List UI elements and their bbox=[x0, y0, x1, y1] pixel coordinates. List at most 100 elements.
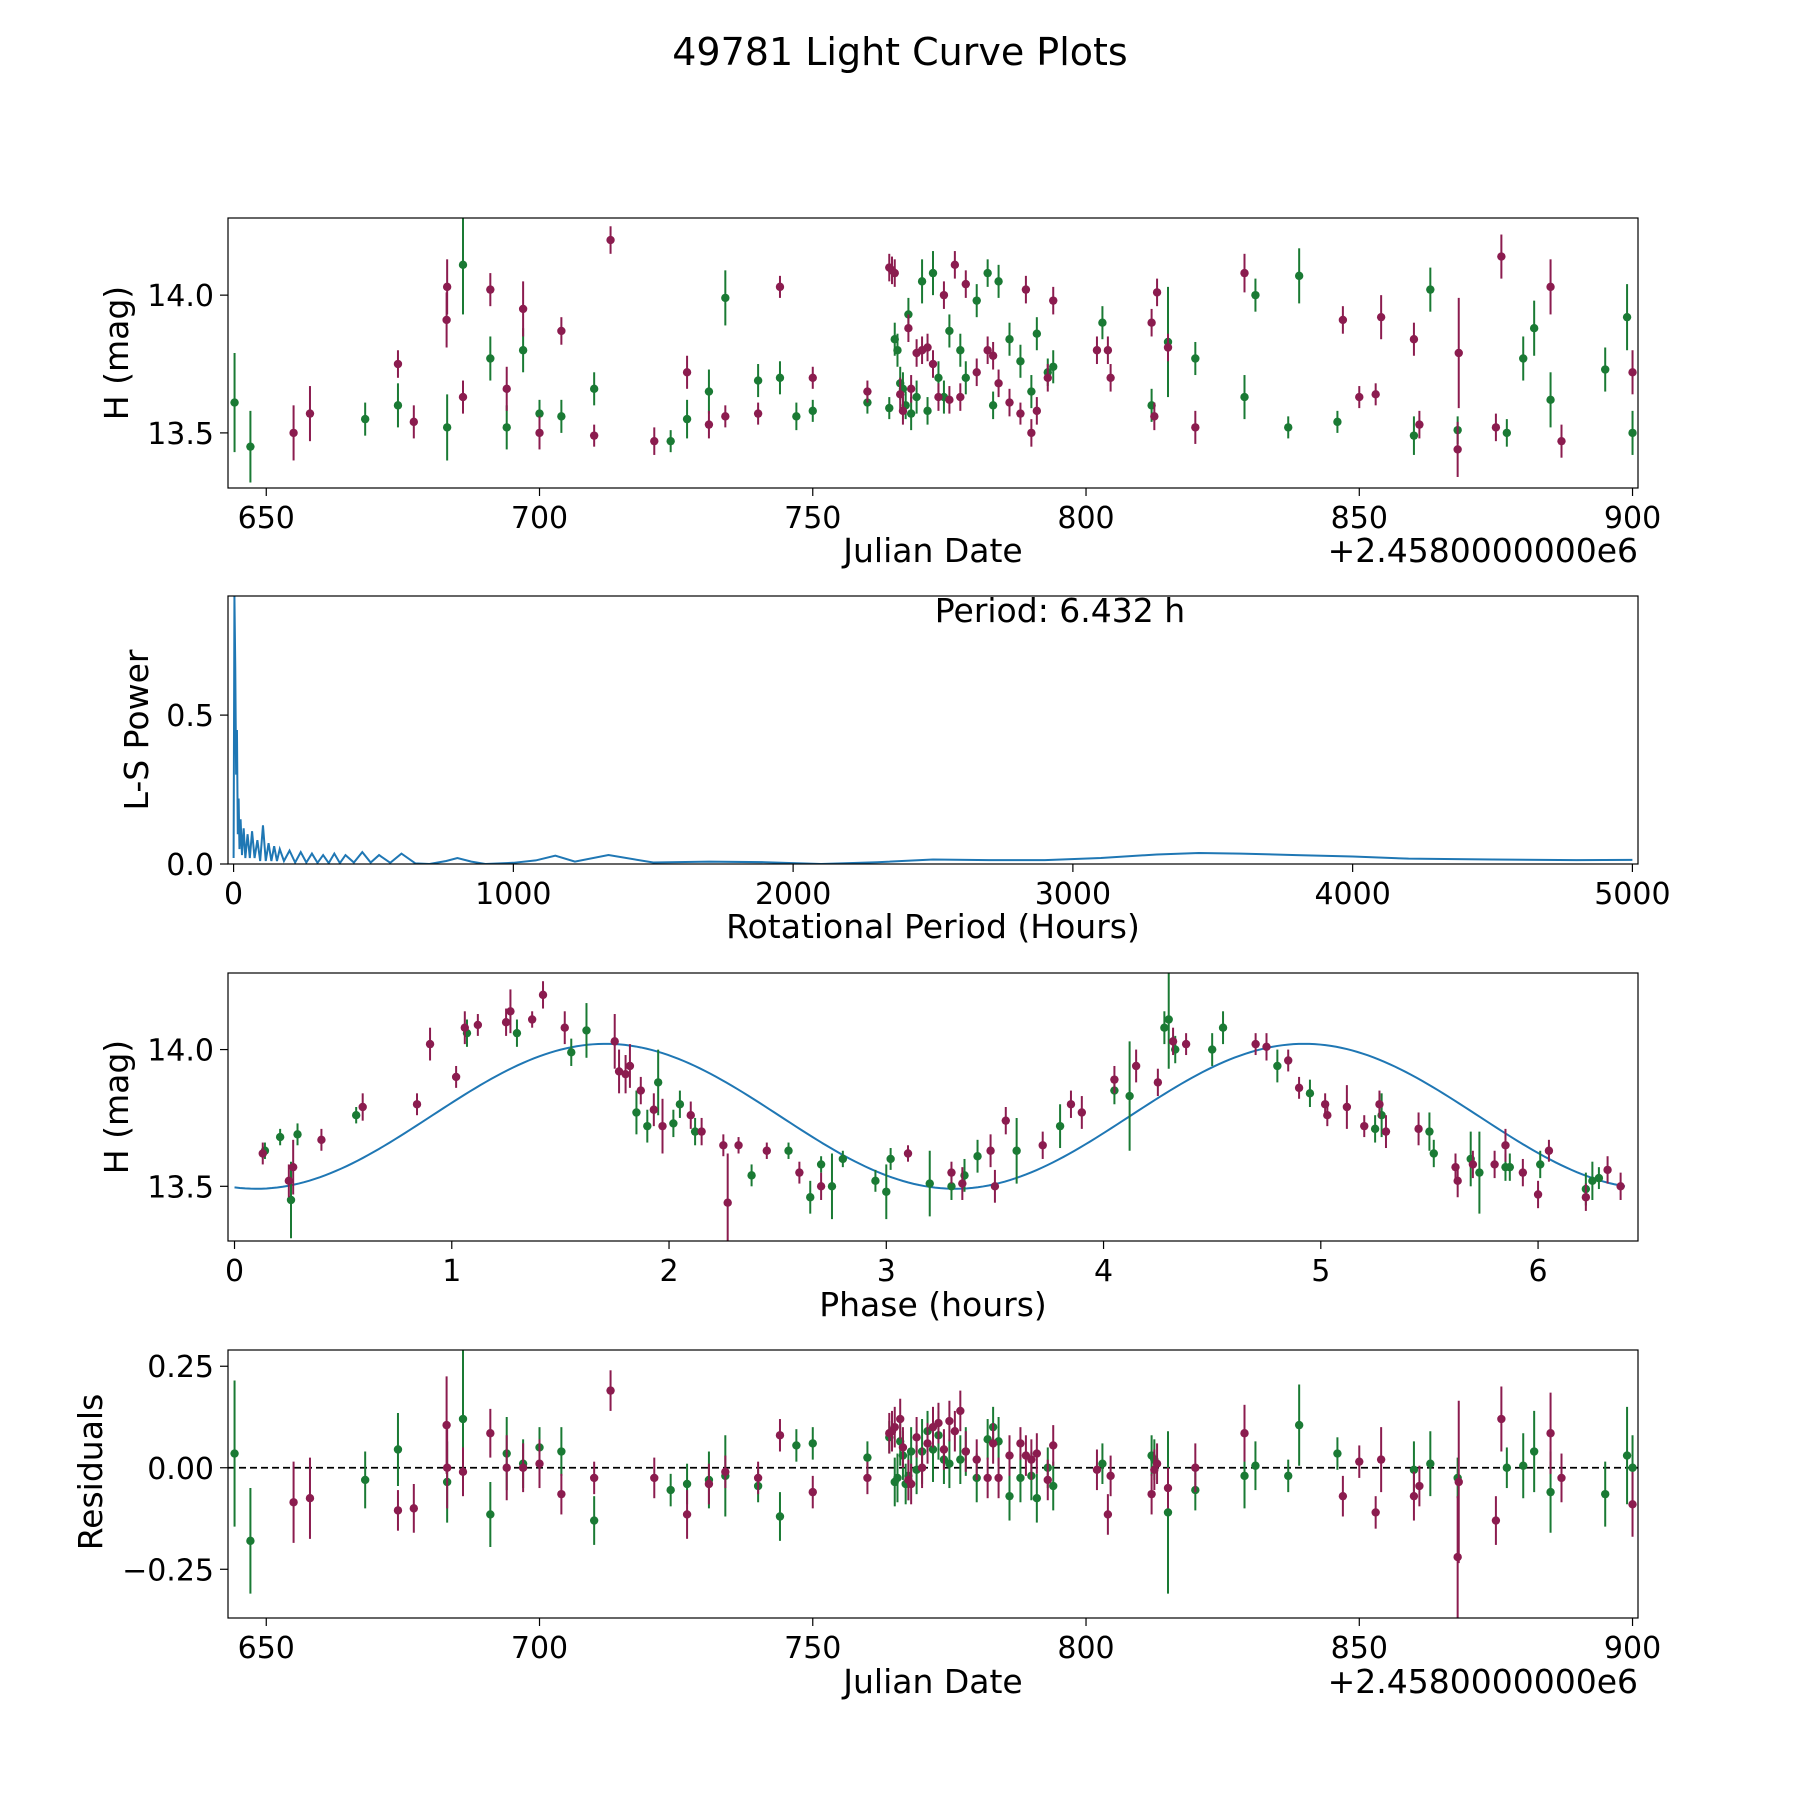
residuals-point-green bbox=[863, 1453, 872, 1462]
residuals-point-magenta bbox=[502, 1463, 511, 1472]
residuals-point-green bbox=[1098, 1459, 1107, 1468]
phase-plot-frame bbox=[227, 972, 1639, 1242]
residuals-point-magenta bbox=[1005, 1451, 1014, 1460]
phase-point-magenta bbox=[986, 1146, 995, 1155]
raw-xtick-label: 800 bbox=[1057, 501, 1114, 536]
phase-point-magenta bbox=[1038, 1141, 1047, 1150]
raw-point-green bbox=[945, 326, 954, 336]
phase-y-axis-label: H (mag) bbox=[97, 1040, 136, 1174]
raw-point-green bbox=[1622, 312, 1632, 322]
residuals-point-magenta bbox=[1027, 1455, 1036, 1464]
phase-point-magenta bbox=[649, 1105, 659, 1114]
residuals-point-magenta bbox=[1103, 1510, 1113, 1519]
raw-point-green bbox=[775, 373, 785, 382]
raw-xtick-label: 700 bbox=[511, 501, 568, 536]
residuals-point-green bbox=[1529, 1447, 1539, 1456]
raw-point-green bbox=[961, 373, 970, 382]
residuals-point-magenta bbox=[808, 1487, 817, 1497]
raw-point-magenta bbox=[1092, 346, 1102, 355]
phase-point-green bbox=[1588, 1176, 1597, 1186]
residuals-point-magenta bbox=[890, 1422, 899, 1432]
raw-point-green bbox=[704, 387, 714, 396]
phase-point-green bbox=[1305, 1089, 1315, 1098]
raw-point-magenta bbox=[1628, 368, 1637, 377]
residuals-point-magenta bbox=[606, 1386, 615, 1395]
raw-point-green bbox=[1333, 417, 1342, 427]
phase-point-green bbox=[669, 1119, 678, 1128]
raw-point-magenta bbox=[1163, 343, 1173, 352]
phase-point-green bbox=[1125, 1091, 1134, 1101]
residuals-point-magenta bbox=[950, 1427, 960, 1436]
raw-point-green bbox=[906, 409, 916, 418]
raw-point-magenta bbox=[904, 324, 913, 333]
phase-ytick-label: 13.5 bbox=[147, 1170, 214, 1205]
raw-point-magenta bbox=[518, 304, 528, 314]
residuals-point-magenta bbox=[486, 1429, 495, 1438]
raw-point-magenta bbox=[650, 436, 659, 446]
raw-point-green bbox=[1426, 285, 1435, 294]
phase-marks bbox=[234, 973, 1626, 1241]
residuals-point-green bbox=[1005, 1491, 1014, 1501]
phase-point-magenta bbox=[317, 1135, 326, 1145]
phase-point-magenta bbox=[1616, 1182, 1625, 1191]
phase-point-green bbox=[882, 1187, 891, 1196]
raw-point-green bbox=[393, 401, 403, 410]
phase-point-magenta bbox=[734, 1141, 743, 1150]
phase-point-magenta bbox=[947, 1168, 956, 1177]
raw-point-magenta bbox=[1016, 409, 1025, 418]
phase-point-magenta bbox=[1414, 1124, 1423, 1134]
raw-point-green bbox=[917, 277, 927, 286]
phase-point-magenta bbox=[1066, 1100, 1076, 1109]
periodogram-marks bbox=[232, 596, 1633, 864]
raw-point-green bbox=[983, 268, 992, 278]
raw-point-magenta bbox=[934, 392, 943, 402]
phase-point-magenta bbox=[795, 1168, 804, 1177]
residuals-plot-frame bbox=[227, 1349, 1639, 1619]
raw-point-magenta bbox=[535, 428, 544, 438]
phase-point-green bbox=[1475, 1168, 1484, 1177]
raw-point-magenta bbox=[1371, 390, 1380, 399]
periodogram-xtick-label: 2000 bbox=[755, 877, 831, 912]
phase-point-magenta bbox=[762, 1146, 771, 1155]
phase-point-magenta bbox=[816, 1182, 826, 1191]
residuals-point-magenta bbox=[898, 1443, 908, 1452]
residuals-marks bbox=[228, 1350, 1638, 1618]
residuals-point-magenta bbox=[863, 1473, 872, 1483]
raw-point-green bbox=[1251, 290, 1260, 300]
figure-title: 49781 Light Curve Plots bbox=[672, 30, 1127, 74]
raw-point-magenta bbox=[1497, 252, 1506, 261]
raw-point-magenta bbox=[458, 392, 468, 402]
phase-xtick-label: 1 bbox=[442, 1254, 461, 1289]
phase-xtick-label: 0 bbox=[225, 1254, 244, 1289]
periodogram-xtick-label: 4000 bbox=[1314, 877, 1390, 912]
phase-point-magenta bbox=[1603, 1165, 1612, 1175]
raw-point-magenta bbox=[409, 417, 419, 427]
raw-point-green bbox=[721, 293, 730, 303]
residuals-point-green bbox=[1294, 1420, 1304, 1430]
raw-ticks: 650 700 750 800 850 900 13.5 14.0 bbox=[147, 279, 1661, 536]
residuals-point-green bbox=[589, 1516, 599, 1525]
phase-point-magenta bbox=[1490, 1160, 1499, 1169]
residuals-point-magenta bbox=[1453, 1552, 1462, 1562]
raw-point-magenta bbox=[994, 379, 1003, 388]
residuals-point-green bbox=[458, 1414, 468, 1424]
phase-point-green bbox=[838, 1154, 848, 1164]
periodogram-plot-frame bbox=[227, 595, 1639, 865]
raw-point-magenta bbox=[393, 359, 403, 369]
raw-point-magenta bbox=[1415, 420, 1424, 429]
raw-point-green bbox=[360, 414, 370, 424]
raw-point-green bbox=[934, 373, 943, 382]
phase-point-magenta bbox=[506, 1007, 515, 1016]
residuals-point-magenta bbox=[1338, 1491, 1348, 1501]
raw-point-magenta bbox=[1546, 282, 1555, 292]
raw-point-green bbox=[1294, 271, 1304, 281]
residuals-xtick-label: 900 bbox=[1604, 1631, 1661, 1666]
phase-point-magenta bbox=[358, 1102, 367, 1112]
residuals-point-magenta bbox=[912, 1433, 921, 1442]
residuals-point-magenta bbox=[896, 1414, 905, 1424]
residuals-point-magenta bbox=[1491, 1516, 1501, 1525]
residuals-point-green bbox=[945, 1459, 954, 1468]
phase-point-magenta bbox=[1294, 1083, 1304, 1093]
raw-point-magenta bbox=[557, 326, 566, 336]
residuals-point-magenta bbox=[923, 1439, 932, 1448]
